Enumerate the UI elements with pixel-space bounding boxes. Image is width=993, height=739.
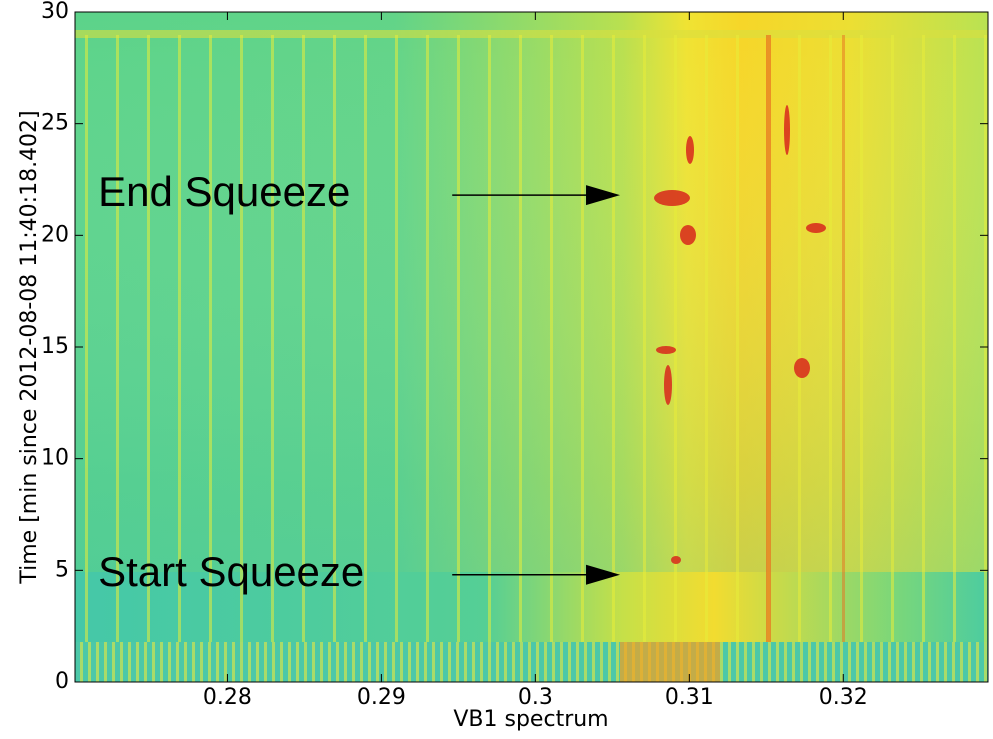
x-tick-label: 0.29 (357, 685, 406, 710)
y-axis-label: Time [min since 2012-08-08 11:40:18.402] (17, 110, 42, 584)
y-tick-label: 0 (55, 669, 69, 694)
spectrogram-image (75, 12, 988, 682)
annotation-text: Start Squeeze (98, 548, 364, 595)
arrow-head (586, 564, 621, 585)
y-tick-label: 20 (41, 222, 69, 247)
y-tick-label: 30 (41, 0, 69, 24)
x-axis-label: VB1 spectrum (453, 707, 608, 732)
arrow-head (586, 185, 621, 206)
x-tick-label: 0.32 (819, 685, 868, 710)
x-tick-label: 0.31 (665, 685, 714, 710)
y-tick-label: 25 (41, 111, 69, 136)
y-tick-label: 10 (41, 446, 69, 471)
annotation-text: End Squeeze (98, 168, 350, 215)
y-tick-label: 15 (41, 334, 69, 359)
x-tick-label: 0.3 (518, 685, 553, 710)
y-tick-label: 5 (55, 557, 69, 582)
x-tick-label: 0.28 (203, 685, 252, 710)
